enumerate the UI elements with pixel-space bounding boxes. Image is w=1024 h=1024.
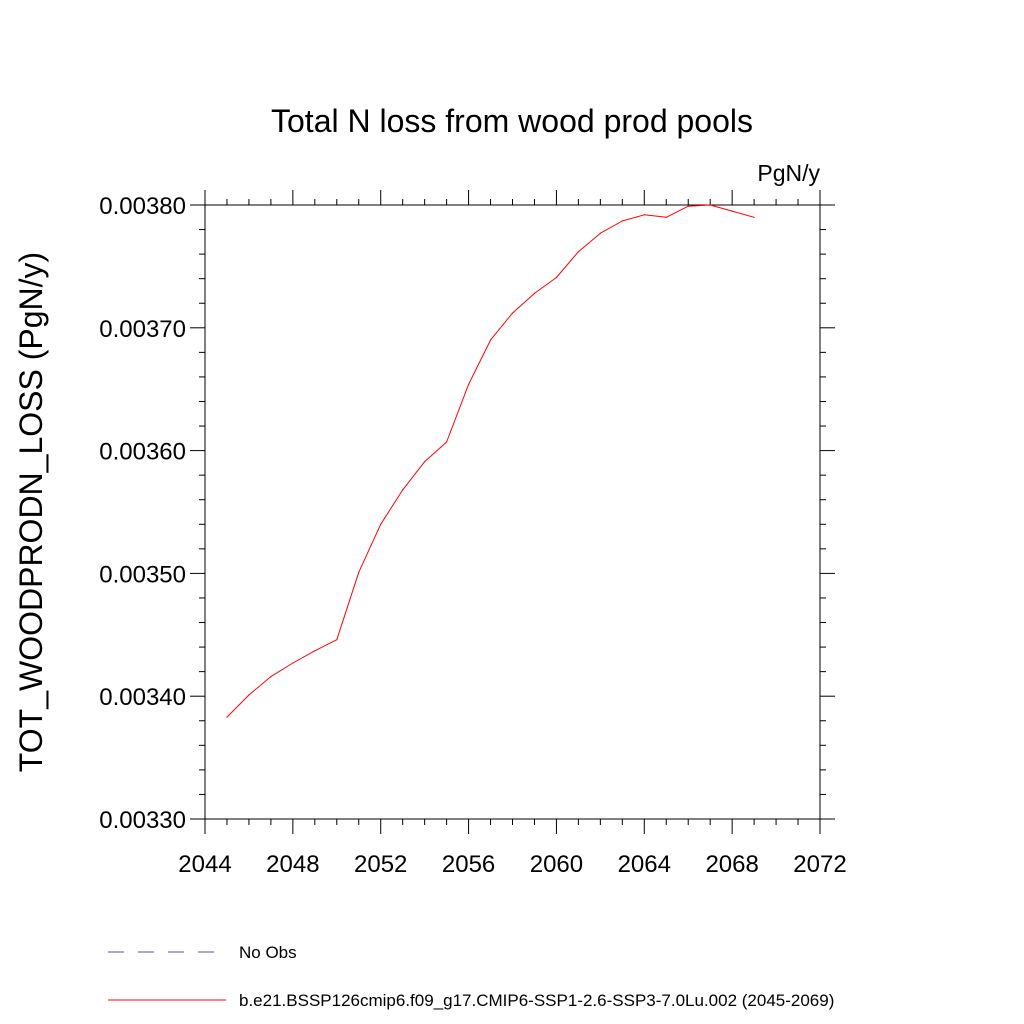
data-point (270, 676, 272, 678)
y-tick-label: 0.00340 (99, 684, 186, 711)
minor-ticks (199, 199, 826, 825)
series-line (226, 204, 755, 718)
y-tick-label: 0.00380 (99, 193, 186, 220)
x-tick-label: 2052 (354, 851, 407, 878)
units-label: PgN/y (757, 160, 820, 186)
legend-label: No Obs (239, 943, 297, 962)
data-point (468, 383, 470, 385)
data-point (665, 216, 667, 218)
data-point (643, 214, 645, 216)
x-tick-label: 2064 (618, 851, 671, 878)
data-point (709, 204, 711, 206)
y-tick-label: 0.00330 (99, 807, 186, 834)
data-point (753, 216, 755, 218)
x-axis: 2044 2048 2052 2056 2060 2064 2068 2072 (178, 190, 847, 878)
legend-label: b.e21.BSSP126cmip6.f09_g17.CMIP6-SSP1-2.… (239, 991, 834, 1010)
x-tick-label: 2072 (793, 851, 846, 878)
data-point (358, 571, 360, 573)
plot-frame (204, 204, 821, 820)
x-tick-label: 2068 (705, 851, 758, 878)
data-point (599, 232, 602, 234)
x-tick-label: 2056 (442, 851, 495, 878)
y-tick-label: 0.00350 (99, 561, 186, 588)
data-point (314, 650, 316, 652)
legend: No Obs b.e21.BSSP126cmip6.f09_g17.CMIP6-S… (108, 943, 834, 1010)
data-point (292, 662, 294, 664)
data-point (489, 339, 492, 341)
series-layer (226, 204, 755, 718)
y-tick-label: 0.00360 (99, 439, 186, 466)
data-point (336, 639, 338, 641)
x-tick-label: 2044 (178, 851, 231, 878)
y-axis-label: TOT_WOODPRODN_LOSS (PgN/y) (13, 252, 49, 772)
x-tick-label: 2048 (266, 851, 319, 878)
data-point (533, 292, 536, 294)
data-point (687, 205, 689, 207)
x-tick-label: 2060 (530, 851, 583, 878)
data-point (226, 716, 228, 718)
data-point (731, 210, 733, 212)
y-axis: 0.00330 0.00340 0.00350 0.00360 0.00370 0.003… (99, 193, 835, 834)
data-point (555, 276, 558, 279)
data-point (621, 220, 623, 222)
data-point (248, 694, 250, 696)
data-point (402, 489, 404, 491)
data-point (511, 312, 514, 314)
chart-title: Total N loss from wood prod pools (271, 103, 753, 139)
y-tick-label: 0.00370 (99, 316, 186, 343)
data-point (577, 251, 580, 253)
data-point (380, 523, 382, 525)
data-point (424, 461, 426, 463)
data-point (446, 441, 448, 443)
